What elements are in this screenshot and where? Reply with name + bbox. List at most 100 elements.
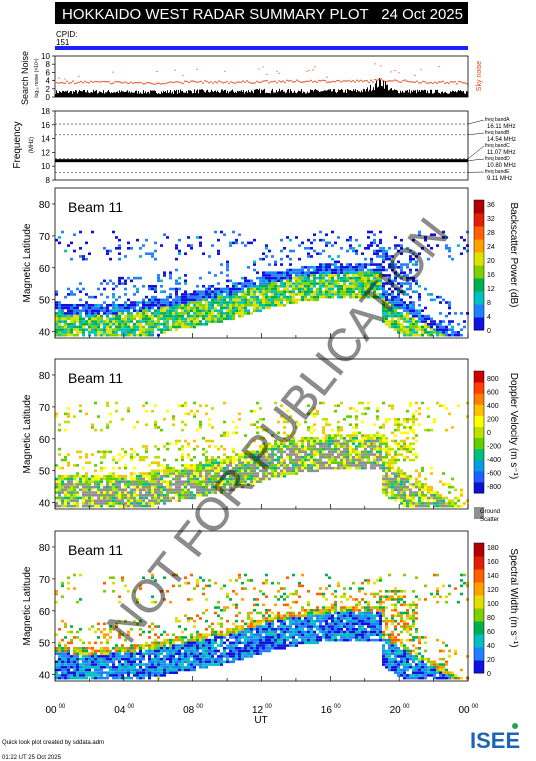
beam-data-cell — [190, 322, 193, 326]
beam-data-cell — [433, 499, 436, 502]
beam-data-cell — [391, 491, 394, 494]
beam-data-cell — [277, 447, 280, 451]
beam-data-cell — [406, 474, 409, 478]
beam-data-cell — [64, 306, 67, 310]
beam-data-cell — [154, 295, 157, 299]
beam-data-cell — [364, 412, 367, 416]
beam-data-cell — [97, 483, 100, 486]
beam-data-cell — [373, 252, 376, 256]
beam-data-cell — [181, 320, 184, 323]
beam-ytick-label: 50 — [39, 467, 51, 478]
beam-data-cell — [430, 246, 433, 250]
beam-data-cell — [85, 453, 88, 456]
beam-data-cell — [400, 268, 403, 272]
sky-noise-point — [308, 69, 310, 72]
beam-data-cell — [310, 265, 313, 269]
beam-data-cell — [355, 417, 358, 421]
beam-data-cell — [136, 499, 139, 502]
beam-data-cell — [73, 646, 76, 650]
beam-data-cell — [160, 469, 163, 473]
beam-data-cell — [76, 314, 79, 318]
beam-data-cell — [67, 314, 70, 318]
beam-data-cell — [124, 303, 127, 307]
beam-data-cell — [151, 287, 154, 291]
beam-data-cell — [100, 646, 103, 650]
beam-data-cell — [307, 271, 310, 275]
beam-data-cell — [256, 401, 259, 405]
beam-data-cell — [280, 271, 283, 275]
beam-data-cell — [403, 417, 406, 421]
beam-data-cell — [280, 298, 283, 302]
beam-data-cell — [64, 428, 67, 432]
beam-data-cell — [124, 474, 127, 478]
beam-data-cell — [319, 455, 322, 459]
beam-data-cell — [109, 485, 112, 489]
beam-data-cell — [370, 447, 373, 451]
beam-data-cell — [400, 472, 403, 475]
beam-data-cell — [115, 306, 118, 310]
beam-data-cell — [304, 284, 307, 288]
beam-data-cell — [82, 255, 85, 258]
beam-data-cell — [211, 244, 214, 247]
beam-data-cell — [391, 301, 394, 304]
beam-data-cell — [415, 434, 418, 437]
beam-data-cell — [202, 447, 205, 451]
beam-data-cell — [148, 502, 151, 505]
sky-noise-point — [312, 81, 314, 83]
beam-data-cell — [70, 638, 73, 642]
beam-data-cell — [160, 499, 163, 502]
beam-data-cell — [121, 317, 124, 321]
beam-data-cell — [319, 466, 322, 470]
beam-data-cell — [418, 488, 421, 492]
beam-data-cell — [388, 246, 391, 250]
beam-data-cell — [211, 461, 214, 464]
beam-data-cell — [82, 663, 85, 666]
sky-noise-point — [282, 80, 284, 82]
beam-data-cell — [220, 298, 223, 302]
sky-noise-point — [172, 81, 174, 84]
beam-data-cell — [238, 469, 241, 473]
beam-data-cell — [409, 331, 412, 334]
beam-data-cell — [214, 306, 217, 310]
beam-data-cell — [190, 472, 193, 475]
sky-noise-point — [440, 81, 442, 83]
beam-data-cell — [334, 445, 337, 448]
beam-data-cell — [358, 461, 361, 464]
beam-data-cell — [445, 407, 448, 410]
beam-data-cell — [367, 268, 370, 272]
beam-data-cell — [202, 314, 205, 318]
beam-data-cell — [160, 483, 163, 486]
beam-data-cell — [118, 309, 121, 312]
beam-data-cell — [445, 244, 448, 247]
beam-data-cell — [127, 409, 130, 413]
beam-data-cell — [172, 314, 175, 318]
beam-data-cell — [328, 439, 331, 443]
beam-data-cell — [295, 450, 298, 454]
beam-data-cell — [217, 474, 220, 478]
sky-noise-point — [352, 79, 354, 82]
beam-data-cell — [106, 499, 109, 502]
beam-data-cell — [334, 439, 337, 443]
beam-data-cell — [268, 466, 271, 470]
beam-data-cell — [322, 445, 325, 448]
beam-data-cell — [133, 493, 136, 497]
beam-data-cell — [388, 279, 391, 283]
beam-data-cell — [433, 420, 436, 424]
beam-data-cell — [328, 464, 331, 467]
sky-noise-point — [446, 81, 448, 84]
beam-data-cell — [301, 298, 304, 302]
beam-data-cell — [55, 483, 58, 486]
beam-data-cell — [121, 502, 124, 505]
beam-data-cell — [91, 303, 94, 307]
beam-data-cell — [217, 295, 220, 299]
beam-data-cell — [268, 472, 271, 475]
beam-data-cell — [418, 504, 421, 508]
beam-data-cell — [268, 477, 271, 481]
beam-data-cell — [313, 445, 316, 448]
beam-data-cell — [394, 322, 397, 326]
beam-data-cell — [55, 301, 58, 304]
beam-data-cell — [355, 431, 358, 435]
beam-data-cell — [325, 436, 328, 440]
frequency-marks — [55, 123, 468, 173]
beam-data-cell — [367, 439, 370, 443]
